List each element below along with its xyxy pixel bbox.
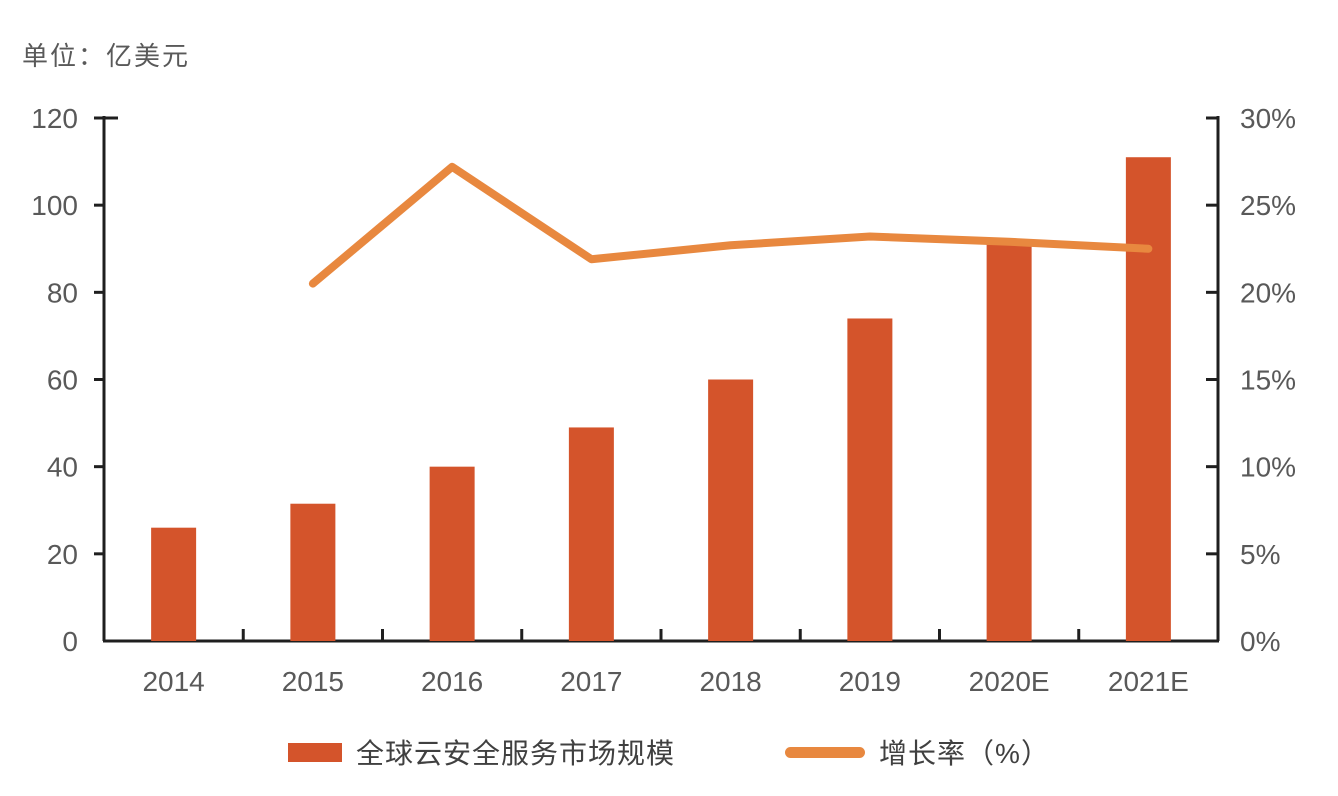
x-tick-label: 2021E (1108, 666, 1189, 697)
unit-label: 单位：亿美元 (22, 41, 191, 71)
y-tick-label-right: 0% (1240, 626, 1280, 657)
x-tick-label: 2014 (142, 666, 204, 697)
legend-item-growth-rate: 增长率（%） (785, 732, 1050, 772)
legend-label-growth-rate: 增长率（%） (879, 738, 1050, 769)
legend-item-market-size: 全球云安全服务市场规模 (288, 732, 675, 772)
bar-2018 (708, 379, 754, 641)
chart-canvas: 0 20 40 60 80 100 120 0% 5% 10% 15% 20% 25% 30% 2014 20… (31, 103, 1296, 697)
y-tick-label-left: 20 (47, 539, 78, 570)
y-tick-label-right: 25% (1240, 190, 1296, 221)
x-tick-label: 2015 (282, 666, 344, 697)
y-tick-label-right: 5% (1240, 539, 1280, 570)
y-tick-label-right: 20% (1240, 277, 1296, 308)
legend-label-market-size: 全球云安全服务市场规模 (356, 738, 676, 769)
y-tick-label-left: 60 (47, 365, 78, 396)
bar-2017 (568, 427, 614, 641)
x-tick-label: 2016 (421, 666, 483, 697)
y-tick-label-left: 80 (47, 277, 78, 308)
bar-2015 (290, 503, 336, 641)
y-tick-label-right: 15% (1240, 365, 1296, 396)
y-tick-label-left: 0 (62, 626, 78, 657)
x-tick-label: 2020E (969, 666, 1050, 697)
line-legend-swatch (785, 746, 866, 758)
x-tick-label: 2019 (839, 666, 901, 697)
y-tick-label-left: 120 (31, 103, 78, 134)
bar-legend-swatch (288, 742, 343, 762)
y-tick-label-left: 40 (47, 452, 78, 483)
growth-rate-line (308, 162, 1153, 288)
bar-2019 (847, 318, 893, 641)
y-tick-label-left: 100 (31, 190, 78, 221)
bar-2021E (1125, 157, 1171, 641)
legend: 全球云安全服务市场规模 增长率（%） (0, 732, 1338, 772)
bar-2016 (429, 466, 475, 641)
y-tick-label-right: 10% (1240, 452, 1296, 483)
x-tick-label: 2018 (699, 666, 761, 697)
x-tick-label: 2017 (560, 666, 622, 697)
bar-2014 (151, 527, 197, 641)
y-tick-label-right: 30% (1240, 103, 1296, 134)
bar-2020E (986, 244, 1032, 641)
